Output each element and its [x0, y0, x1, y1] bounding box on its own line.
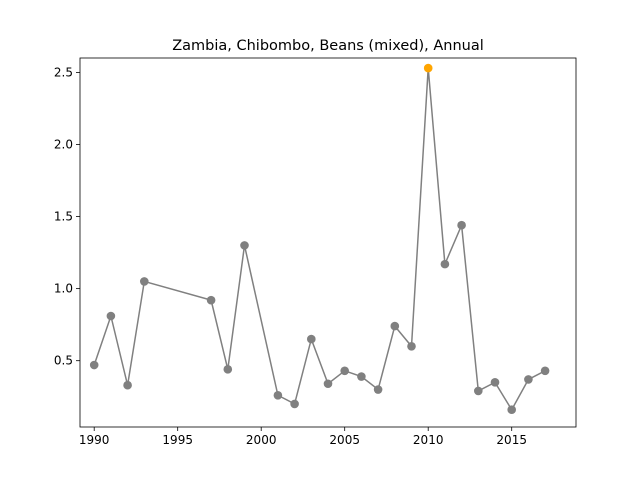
data-point: [106, 311, 116, 321]
data-point: [306, 334, 316, 344]
data-point: [474, 386, 483, 396]
series-path: [93, 68, 546, 412]
y-tick-label: 2.0: [54, 137, 73, 151]
data-point: [290, 399, 299, 409]
y-tick-label: 1.0: [54, 282, 73, 296]
data-point: [507, 405, 517, 415]
data-point: [540, 366, 550, 376]
x-tick-label: 1995: [162, 433, 193, 447]
data-point: [440, 259, 450, 269]
data-point: [323, 379, 333, 389]
x-tick-label: 2010: [413, 433, 444, 447]
series-line: [89, 63, 550, 415]
data-point: [340, 366, 350, 376]
data-point: [139, 277, 149, 286]
data-point: [240, 241, 249, 250]
plot-frame: [79, 57, 577, 428]
data-point: [89, 360, 99, 370]
data-point: [407, 341, 416, 351]
data-point: [457, 220, 466, 230]
data-point: [206, 295, 216, 305]
x-tick-label: 1990: [79, 433, 110, 447]
data-point: [390, 321, 400, 331]
y-tick-label: 1.5: [54, 210, 73, 224]
data-point: [357, 372, 366, 381]
x-tick-label: 2005: [329, 433, 360, 447]
data-point: [373, 385, 383, 394]
data-point: [490, 378, 500, 387]
x-tick-label: 2015: [496, 433, 527, 447]
data-point: [273, 390, 283, 400]
y-tick-label: 2.5: [54, 65, 73, 79]
y-tick-label: 0.5: [54, 354, 73, 368]
data-point: [223, 365, 233, 374]
data-point: [123, 380, 132, 390]
y-axis: 0.5 1.0 1.5 2.0 2.5: [54, 65, 80, 368]
highlight-point: [423, 63, 433, 73]
data-point: [524, 375, 533, 384]
x-tick-label: 2000: [246, 433, 277, 447]
chart-title: Zambia, Chibombo, Beans (mixed), Annual: [172, 38, 484, 54]
x-axis: 1990 1995 2000 2005 2010 2015: [79, 427, 527, 447]
